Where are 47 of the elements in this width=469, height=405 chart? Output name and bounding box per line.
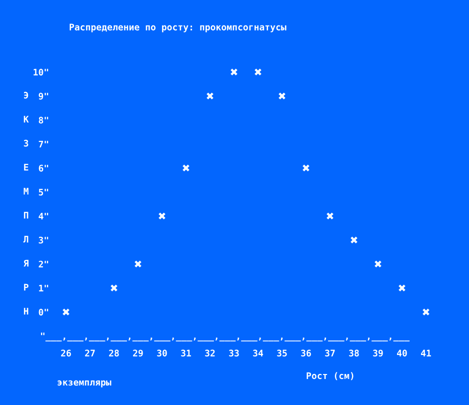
y-tick-label: 9" bbox=[38, 92, 48, 100]
point bbox=[278, 92, 286, 100]
chart-title: Распределение по росту: прокомпсогнатусы bbox=[70, 24, 286, 32]
point bbox=[398, 284, 406, 292]
y-tick-label: 3" bbox=[38, 236, 48, 244]
point bbox=[182, 164, 190, 172]
point bbox=[254, 68, 262, 76]
y-tick-label: 4" bbox=[38, 212, 48, 220]
x-tick-label: 28 bbox=[109, 350, 119, 356]
y-tick-label: 5" bbox=[38, 188, 48, 196]
y-tick-label: 10" bbox=[34, 68, 48, 76]
x-tick-label: 27 bbox=[85, 350, 95, 356]
point bbox=[422, 308, 430, 316]
y-tick-label: 2" bbox=[38, 260, 48, 268]
point bbox=[326, 212, 334, 220]
y-tick-label: 6" bbox=[38, 164, 48, 172]
text: ЭКЗЕМПЛЯРН bbox=[23, 92, 29, 314]
x-tick-label: 40 bbox=[397, 350, 407, 356]
x-tick-label: 36 bbox=[301, 350, 311, 356]
x-tick-label: 26 bbox=[61, 350, 71, 356]
point bbox=[230, 68, 238, 76]
y-tick-label: 7" bbox=[38, 140, 48, 148]
x-tick-label: 34 bbox=[253, 350, 264, 356]
x-tick-label: 29 bbox=[133, 350, 143, 357]
y-tick-label: 1" bbox=[39, 284, 48, 292]
text: "___,___,___,___,___,___,___,___,___,___,___,___,___,___,___,___,___ bbox=[41, 332, 410, 342]
x-axis-title: Рост (см) bbox=[306, 372, 354, 380]
text: экземпляры bbox=[58, 380, 112, 388]
x-tick-label: 32 bbox=[205, 350, 215, 356]
y-tick-label: 8" bbox=[38, 116, 48, 124]
x-tick-label: 35 bbox=[277, 350, 287, 356]
point bbox=[302, 164, 310, 172]
x-tick-label: 38 bbox=[349, 350, 359, 356]
x-tick-label: 41 bbox=[421, 350, 432, 356]
point bbox=[350, 236, 358, 244]
point bbox=[206, 92, 214, 100]
x-tick-label: 33 bbox=[229, 350, 239, 356]
point bbox=[374, 260, 382, 268]
point bbox=[110, 284, 118, 292]
y-tick-label: 0" bbox=[38, 308, 48, 316]
x-tick-label: 39 bbox=[373, 350, 383, 357]
point bbox=[62, 308, 70, 316]
x-tick-label: 30 bbox=[157, 350, 167, 356]
point bbox=[134, 260, 142, 268]
point bbox=[158, 212, 166, 220]
x-tick-label: 31 bbox=[181, 350, 192, 356]
x-tick-label: 37 bbox=[325, 350, 335, 356]
